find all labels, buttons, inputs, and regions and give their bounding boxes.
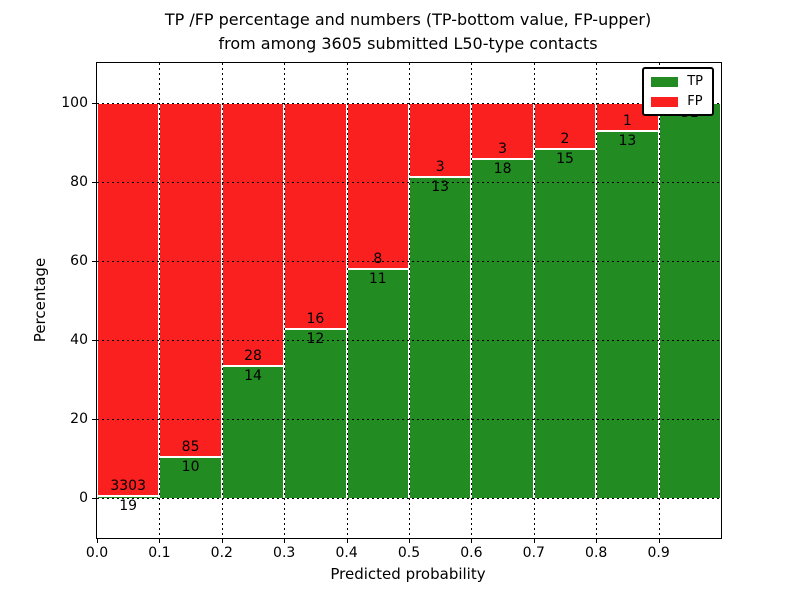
tp-legend-swatch (651, 76, 679, 87)
bar-label-tp: 12 (306, 330, 325, 347)
x-tick-label: 0.8 (585, 545, 608, 561)
bar-segment-tp (596, 130, 659, 499)
legend-label-fp: FP (687, 94, 703, 109)
x-tick-mark (97, 538, 98, 543)
y-axis-label: Percentage (31, 257, 49, 343)
bar-label-tp: 11 (368, 271, 387, 288)
bar-segment-tp (284, 328, 347, 499)
x-gridline (159, 63, 161, 538)
bar-label-fp: 85 (181, 438, 200, 455)
legend-item-fp: FP (651, 95, 703, 108)
x-gridline (596, 63, 598, 538)
y-tick-label: 40 (70, 332, 88, 349)
y-tick-mark (92, 340, 97, 342)
x-tick-mark (346, 538, 348, 543)
bar-segment-fp (159, 102, 222, 457)
bar-label-tp: 13 (431, 178, 450, 195)
legend-item-tp: TP (651, 75, 703, 88)
bar-label-fp: 3 (498, 141, 508, 158)
x-gridline (409, 63, 410, 538)
bar-segment-fp (221, 102, 285, 367)
bar-label-fp: 3 (435, 158, 445, 175)
x-tick-label: 0.5 (397, 545, 421, 561)
x-tick-label: 0.9 (647, 545, 670, 561)
chart-title: TP /FP percentage and numbers (TP-bottom… (165, 8, 651, 56)
x-tick-mark (471, 538, 473, 543)
bar-label-tp: 14 (244, 368, 262, 385)
x-tick-mark (221, 538, 223, 543)
y-tick-label: 100 (61, 94, 88, 111)
bar-label-tp: 10 (181, 458, 200, 475)
x-tick-label: 0.2 (210, 545, 233, 561)
x-tick-mark (409, 538, 410, 543)
bar-segment-tp (533, 149, 597, 499)
bar-label-fp: 3303 (110, 478, 147, 495)
x-tick-label: 0.6 (460, 545, 483, 561)
x-tick-mark (159, 538, 161, 543)
bar-label-tp: 19 (119, 498, 138, 515)
bar-label-tp: 13 (618, 132, 637, 149)
x-gridline (533, 63, 535, 538)
bar-segment-tp (409, 176, 472, 499)
y-tick-mark (92, 181, 97, 183)
x-tick-mark (658, 538, 660, 543)
x-tick-label: 0.7 (522, 545, 545, 561)
fp-legend-swatch (651, 96, 679, 107)
bar-label-tp: 18 (493, 161, 512, 178)
x-tick-mark (533, 538, 535, 543)
bar-segment-fp (346, 102, 409, 270)
y-tick-mark (92, 419, 97, 421)
y-tick-label: 0 (79, 490, 88, 507)
x-gridline (221, 63, 223, 538)
y-tick-mark (92, 102, 97, 104)
bar-segment-tp (97, 496, 160, 499)
x-gridline (346, 63, 348, 538)
bar-label-fp: 2 (560, 131, 570, 148)
x-gridline (471, 63, 473, 538)
chart-title-line2: from among 3605 submitted L50-type conta… (218, 34, 598, 53)
legend: TP FP (642, 67, 714, 116)
x-gridline (658, 63, 660, 538)
plot-area: TP FP 3303198510281416128113133182151133… (61, 62, 722, 561)
y-tick-mark (92, 498, 97, 500)
x-tick-label: 0.3 (273, 545, 296, 561)
bar-segment-fp (284, 102, 347, 329)
bar-label-tp: 15 (556, 151, 574, 168)
x-tick-label: 0.0 (85, 545, 109, 561)
bar-segment-tp (658, 102, 721, 499)
chart-title-line1: TP /FP percentage and numbers (TP-bottom… (164, 10, 652, 29)
x-axis-label: Predicted probability (330, 565, 486, 583)
bar-segment-fp (97, 102, 160, 497)
legend-label-tp: TP (687, 74, 703, 89)
bar-label-fp: 1 (622, 112, 632, 129)
bar-label-fp: 16 (306, 310, 325, 327)
x-gridline (284, 63, 286, 538)
y-tick-label: 60 (70, 252, 88, 269)
y-tick-label: 80 (70, 173, 88, 190)
x-tick-label: 0.4 (335, 545, 358, 561)
bar-label-fp: 8 (373, 251, 383, 268)
x-tick-mark (284, 538, 286, 543)
x-tick-label: 0.1 (148, 545, 171, 561)
y-tick-mark (92, 260, 97, 262)
y-tick-label: 20 (70, 411, 88, 428)
bar-segment-tp (221, 366, 285, 499)
bar-segment-tp (346, 269, 409, 499)
bar-label-fp: 28 (244, 348, 262, 365)
x-tick-mark (596, 538, 598, 543)
bar-segment-fp (409, 102, 472, 177)
bar-segment-tp (471, 159, 534, 499)
